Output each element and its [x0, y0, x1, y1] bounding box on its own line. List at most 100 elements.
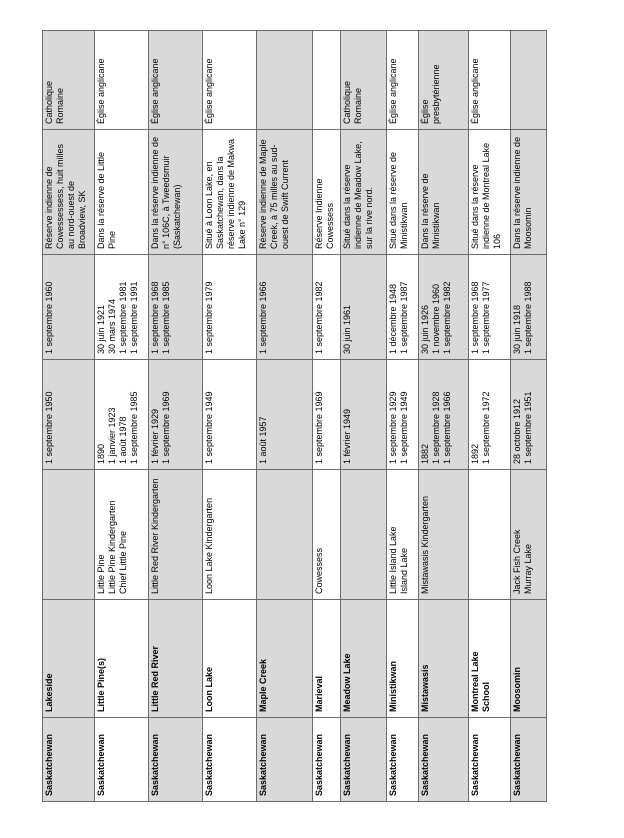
religion-line: Romaine: [55, 87, 65, 124]
cell-province: Saskatchewan: [386, 717, 419, 802]
other-names-line: Little Pine: [96, 554, 106, 594]
religion-line: Catholique: [44, 80, 54, 124]
cell-closed: 1 septembre 1982: [312, 254, 341, 360]
cell-closed: 1 septembre 1979: [202, 254, 257, 360]
cell-province: Saskatchewan: [256, 717, 313, 802]
cell-closed: 30 juin 1918 1 septembre 1988: [510, 254, 547, 360]
cell-opened: 1 février 1929 1 septembre 1969: [148, 359, 203, 470]
cell-closed: 1 septembre 1966: [256, 254, 313, 360]
opened-line: 1 septembre 1950: [44, 391, 54, 464]
closed-line: 1 septembre 1981: [118, 281, 128, 354]
cell-opened: 1 septembre 1950: [42, 359, 95, 470]
opened-line: 28 octobre 1912: [512, 398, 522, 464]
cell-religion: Église anglicane: [468, 30, 511, 130]
cell-other-names: Mistawasis Kindergarten: [418, 469, 469, 600]
cell-location: Dans la réserve indienne de n° 106C, à T…: [148, 129, 203, 255]
name-line: School: [481, 681, 491, 712]
cell-religion: Catholique Romaine: [340, 30, 387, 130]
name-line: Marieval: [314, 675, 324, 712]
opened-line: 1 septembre 1972: [481, 391, 491, 464]
other-names-line: Mistawasis Kindergarten: [420, 495, 430, 594]
cell-location: Situé à Loon Lake, en Saskatchewan, dans…: [202, 129, 257, 255]
cell-province: Saskatchewan: [468, 717, 511, 802]
cell-closed: 1 septembre 1968 1 septembre 1985: [148, 254, 203, 360]
cell-name: Montreal Lake School: [468, 599, 511, 718]
residential-schools-table: Saskatchewan Lakeside 1 septembre 1950 1 se…: [42, 30, 547, 802]
name-line: Mistawasis: [420, 664, 430, 712]
cell-location: Réserve indienne de Maple Creek, à 75 mi…: [256, 129, 313, 255]
cell-province: Saskatchewan: [42, 717, 95, 802]
opened-line: 1 août 1957: [258, 416, 268, 464]
name-line: Maple Creek: [258, 658, 268, 712]
cell-religion: Église anglicane: [94, 30, 149, 130]
cell-province: Saskatchewan: [94, 717, 149, 802]
other-names-line: Cowessess: [314, 547, 324, 594]
cell-location: Situé dans la réserve indienne de Montre…: [468, 129, 511, 255]
religion-line: presbytérienne: [431, 64, 441, 124]
cell-religion: Église anglicane: [148, 30, 203, 130]
name-line: Meadow Lake: [342, 653, 352, 712]
cell-opened: 1 septembre 1949: [202, 359, 257, 470]
cell-name: Ministikwan: [386, 599, 419, 718]
cell-religion: [256, 30, 313, 130]
rotated-table-wrapper: Saskatchewan Lakeside 1 septembre 1950 1 se…: [42, 30, 547, 802]
cell-other-names: [340, 469, 387, 600]
cell-closed: 30 juin 1926 1 novembre 1960 1 septembre 1…: [418, 254, 469, 360]
cell-other-names: Little Red River Kindergarten: [148, 469, 203, 600]
closed-line: 30 juin 1918: [512, 304, 522, 354]
cell-other-names: [256, 469, 313, 600]
cell-name: Loon Lake: [202, 599, 257, 718]
closed-line: 30 mars 1974: [107, 298, 117, 354]
closed-line: 1 novembre 1960: [431, 283, 441, 354]
cell-province: Saskatchewan: [510, 717, 547, 802]
opened-line: 1892: [470, 443, 480, 464]
closed-line: 1 septembre 1988: [523, 281, 533, 354]
cell-religion: [510, 30, 547, 130]
cell-province: Saskatchewan: [202, 717, 257, 802]
opened-line: 1882: [420, 443, 430, 464]
cell-opened: 1882 1 septembre 1928 1 septembre 1966: [418, 359, 469, 470]
closed-line: 1 décembre 1948: [388, 283, 398, 354]
religion-line: Église anglicane: [204, 58, 214, 124]
other-names-line: Chief Little Pine: [118, 530, 128, 594]
closed-line: 1 septembre 1982: [442, 281, 452, 354]
name-line: Little Pine(s): [96, 657, 106, 712]
cell-closed: 1 décembre 1948 1 septembre 1987: [386, 254, 419, 360]
closed-line: 1 septembre 1966: [258, 281, 268, 354]
other-names-line: Island Lake: [399, 547, 409, 594]
religion-line: Église anglicane: [388, 58, 398, 124]
closed-line: 1 septembre 1982: [314, 281, 324, 354]
cell-closed: 1 septembre 1960: [42, 254, 95, 360]
other-names-line: Jack Fish Creek: [512, 529, 522, 594]
name-line: Ministikwan: [388, 660, 398, 712]
closed-line: 1 septembre 1979: [204, 281, 214, 354]
cell-province: Saskatchewan: [148, 717, 203, 802]
cell-name: Lakeside: [42, 599, 95, 718]
opened-line: 1 février 1949: [342, 408, 352, 464]
religion-line: Église anglicane: [150, 58, 160, 124]
cell-religion: [312, 30, 341, 130]
cell-religion: Église anglicane: [386, 30, 419, 130]
cell-closed: 1 septembre 1968 1 septembre 1977: [468, 254, 511, 360]
cell-religion: Église anglicane: [202, 30, 257, 130]
opened-line: 1 septembre 1928: [431, 391, 441, 464]
cell-province: Saskatchewan: [340, 717, 387, 802]
cell-location: Dans la réserve de Ministikwan: [418, 129, 469, 255]
cell-location: Dans la réserve indienne de Moosomin: [510, 129, 547, 255]
other-names-line: Little Red River Kindergarten: [150, 478, 160, 594]
opened-line: 1 septembre 1949: [399, 391, 409, 464]
school-row: Saskatchewan Little Pine(s) Little Pine Lit…: [94, 30, 149, 802]
closed-line: 1 septembre 1987: [399, 281, 409, 354]
religion-line: Romaine: [353, 87, 363, 124]
opened-line: 1 septembre 1929: [388, 391, 398, 464]
opened-line: 1 janvier 1923: [107, 407, 117, 464]
closed-line: 1 septembre 1991: [129, 281, 139, 354]
cell-other-names: Jack Fish Creek Murray Lake: [510, 469, 547, 600]
cell-opened: 1 février 1949: [340, 359, 387, 470]
other-names-line: Loon Lake Kindergarten: [204, 497, 214, 594]
other-names-line: Little Island Lake: [388, 526, 398, 594]
cell-opened: 1 septembre 1969: [312, 359, 341, 470]
religion-line: Catholique: [342, 80, 352, 124]
school-row: Saskatchewan Marieval Cowessess 1 septembre…: [312, 30, 341, 802]
